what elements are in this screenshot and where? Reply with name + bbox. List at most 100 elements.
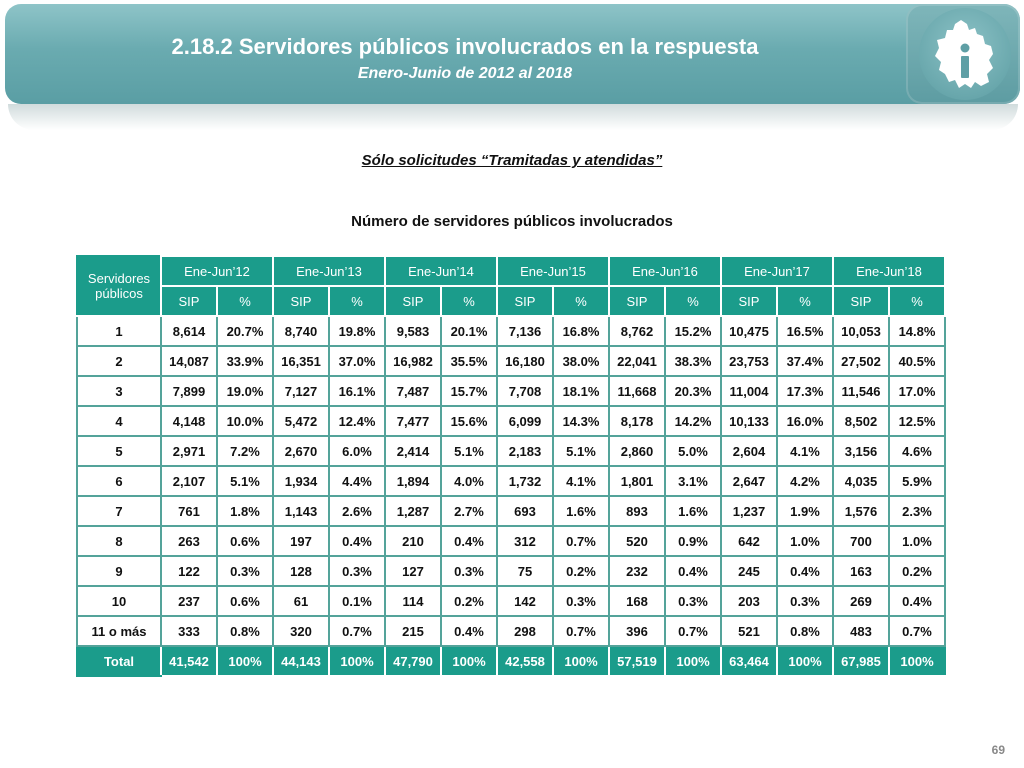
percent-cell: 1.0%: [776, 525, 834, 557]
total-sip-cell: 47,790: [384, 645, 442, 677]
sip-cell: 4,035: [832, 465, 890, 497]
table-row: 4 4,148 10.0% 5,472 12.4% 7,477 15.6% 6,099 14.3…: [76, 405, 946, 437]
total-percent-cell: 100%: [328, 645, 386, 677]
sip-cell: 7,136: [496, 315, 554, 347]
percent-cell: 20.1%: [440, 315, 498, 347]
percent-cell: 0.2%: [440, 585, 498, 617]
sip-cell: 2,107: [160, 465, 218, 497]
sip-cell: 1,934: [272, 465, 330, 497]
sip-cell: 1,143: [272, 495, 330, 527]
total-sip-cell: 63,464: [720, 645, 778, 677]
period-header: Ene-Jun’12: [160, 255, 274, 287]
percent-cell: 16.8%: [552, 315, 610, 347]
sip-cell: 1,576: [832, 495, 890, 527]
logo-panel: [906, 4, 1020, 104]
sip-cell: 10,053: [832, 315, 890, 347]
sip-cell: 27,502: [832, 345, 890, 377]
sip-cell: 7,708: [496, 375, 554, 407]
sip-subheader: SIP: [272, 285, 330, 317]
percent-cell: 1.9%: [776, 495, 834, 527]
percent-cell: 0.7%: [552, 615, 610, 647]
sip-cell: 642: [720, 525, 778, 557]
percent-cell: 0.1%: [328, 585, 386, 617]
total-percent-cell: 100%: [216, 645, 274, 677]
percent-cell: 33.9%: [216, 345, 274, 377]
period-header: Ene-Jun’13: [272, 255, 386, 287]
percent-cell: 5.0%: [664, 435, 722, 467]
sip-cell: 10,133: [720, 405, 778, 437]
total-sip-cell: 44,143: [272, 645, 330, 677]
total-percent-cell: 100%: [776, 645, 834, 677]
sip-cell: 312: [496, 525, 554, 557]
banner-shadow: [8, 104, 1018, 130]
percent-cell: 1.0%: [888, 525, 946, 557]
sip-cell: 127: [384, 555, 442, 587]
sip-cell: 203: [720, 585, 778, 617]
row-label: 2: [76, 345, 162, 377]
sip-cell: 114: [384, 585, 442, 617]
percent-cell: 0.2%: [552, 555, 610, 587]
percent-cell: 18.1%: [552, 375, 610, 407]
sip-cell: 893: [608, 495, 666, 527]
percent-cell: 19.0%: [216, 375, 274, 407]
table-row: 8 263 0.6% 197 0.4% 210 0.4% 312 0.7% 520 0.9% 642 1…: [76, 525, 946, 557]
sip-cell: 8,502: [832, 405, 890, 437]
percent-cell: 20.7%: [216, 315, 274, 347]
percent-cell: 38.0%: [552, 345, 610, 377]
percent-cell: 2.7%: [440, 495, 498, 527]
total-label: Total: [76, 645, 162, 677]
sip-cell: 7,477: [384, 405, 442, 437]
sip-cell: 11,668: [608, 375, 666, 407]
sip-cell: 197: [272, 525, 330, 557]
percent-cell: 4.1%: [776, 435, 834, 467]
percent-cell: 0.7%: [552, 525, 610, 557]
sip-cell: 7,487: [384, 375, 442, 407]
sip-cell: 16,180: [496, 345, 554, 377]
percent-cell: 0.8%: [216, 615, 274, 647]
percent-cell: 20.3%: [664, 375, 722, 407]
sip-cell: 11,546: [832, 375, 890, 407]
total-sip-cell: 42,558: [496, 645, 554, 677]
sip-cell: 2,604: [720, 435, 778, 467]
sip-subheader: SIP: [832, 285, 890, 317]
table-row: 9 122 0.3% 128 0.3% 127 0.3% 75 0.2% 232 0.4% 245 0.…: [76, 555, 946, 587]
percent-cell: 0.3%: [664, 585, 722, 617]
sip-cell: 22,041: [608, 345, 666, 377]
sip-cell: 320: [272, 615, 330, 647]
sip-cell: 5,472: [272, 405, 330, 437]
sip-cell: 1,801: [608, 465, 666, 497]
sip-cell: 333: [160, 615, 218, 647]
sip-cell: 9,583: [384, 315, 442, 347]
sip-cell: 483: [832, 615, 890, 647]
period-header: Ene-Jun’14: [384, 255, 498, 287]
percent-cell: 37.4%: [776, 345, 834, 377]
sip-cell: 8,740: [272, 315, 330, 347]
table-row: 10 237 0.6% 61 0.1% 114 0.2% 142 0.3% 168 0.3% 203 0…: [76, 585, 946, 617]
percent-cell: 5.1%: [440, 435, 498, 467]
sip-cell: 215: [384, 615, 442, 647]
percent-cell: 5.9%: [888, 465, 946, 497]
percent-cell: 0.3%: [776, 585, 834, 617]
total-percent-cell: 100%: [888, 645, 946, 677]
sip-cell: 2,183: [496, 435, 554, 467]
servidores-table: Servidores públicos Ene-Jun’12 Ene-Jun’13 E…: [76, 255, 946, 677]
percent-cell: 19.8%: [328, 315, 386, 347]
sip-cell: 16,351: [272, 345, 330, 377]
percent-cell: 16.5%: [776, 315, 834, 347]
sip-cell: 10,475: [720, 315, 778, 347]
table-row: 3 7,899 19.0% 7,127 16.1% 7,487 15.7% 7,708 18.1…: [76, 375, 946, 407]
percent-cell: 12.4%: [328, 405, 386, 437]
percent-cell: 38.3%: [664, 345, 722, 377]
sip-subheader: SIP: [384, 285, 442, 317]
percent-cell: 0.7%: [328, 615, 386, 647]
row-label: 9: [76, 555, 162, 587]
percent-cell: 10.0%: [216, 405, 274, 437]
sip-cell: 6,099: [496, 405, 554, 437]
sip-cell: 520: [608, 525, 666, 557]
sip-cell: 210: [384, 525, 442, 557]
sip-cell: 396: [608, 615, 666, 647]
percent-cell: 40.5%: [888, 345, 946, 377]
total-percent-cell: 100%: [440, 645, 498, 677]
sip-cell: 8,614: [160, 315, 218, 347]
percent-cell: 4.2%: [776, 465, 834, 497]
